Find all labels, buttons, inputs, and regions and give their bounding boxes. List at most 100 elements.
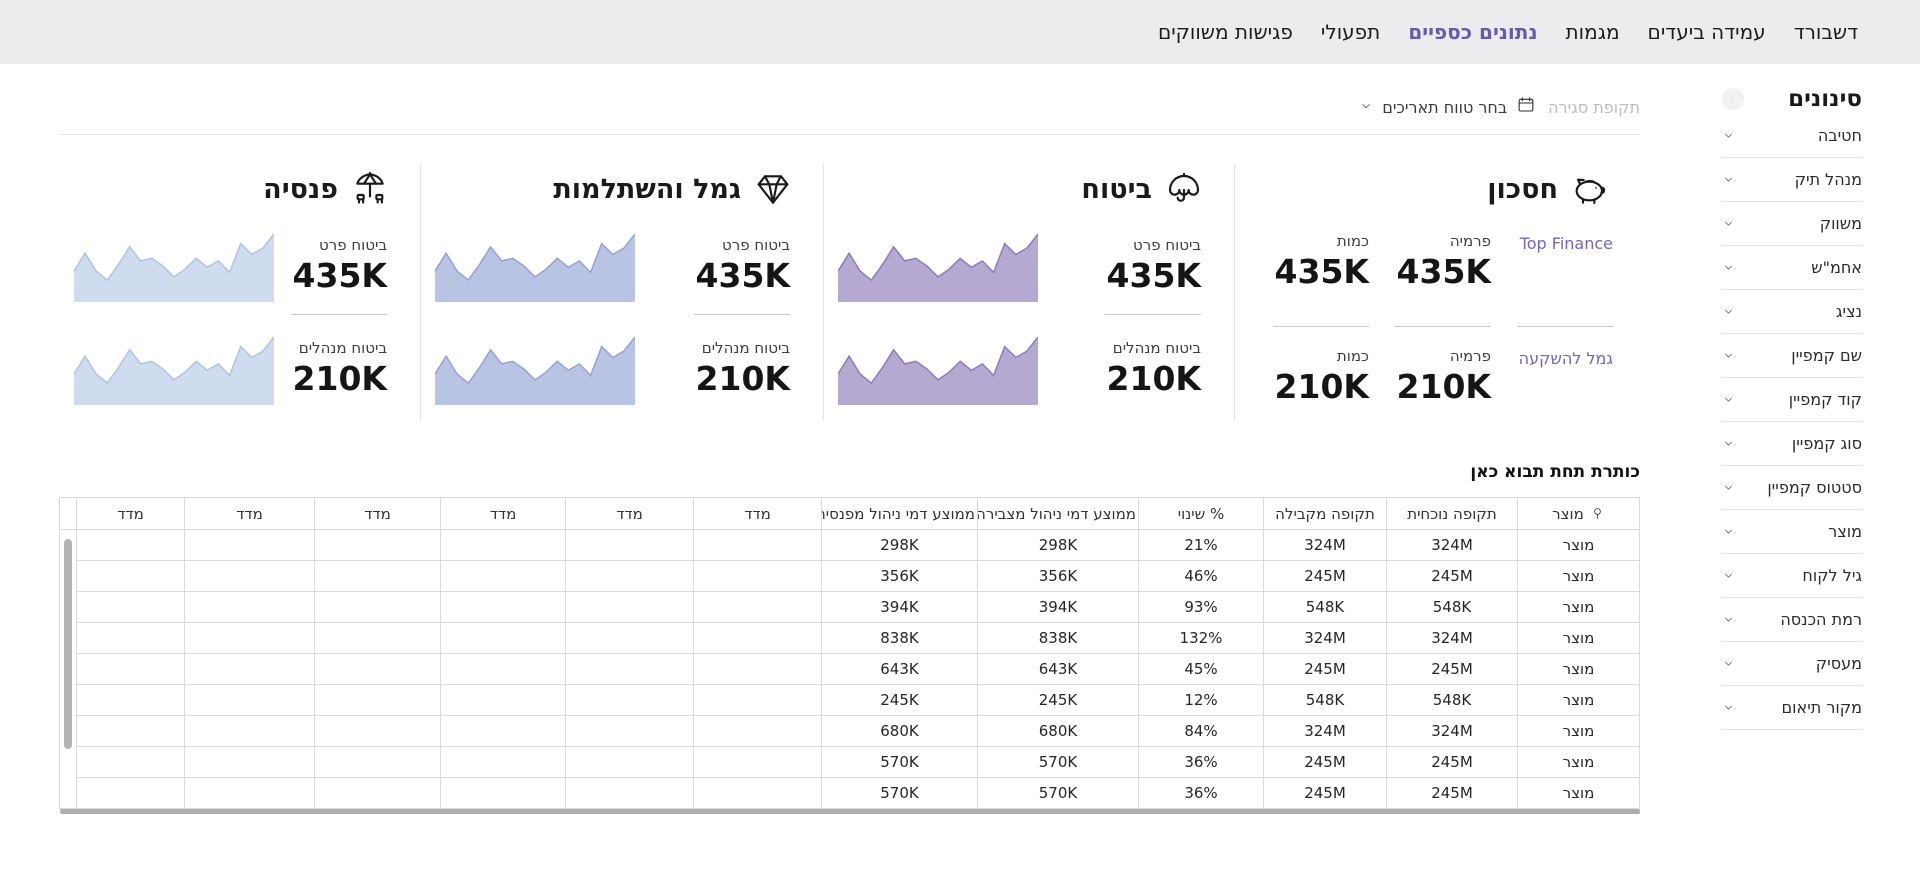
table-cell	[565, 746, 694, 778]
sidebar-item-label: רמת הכנסה	[1780, 610, 1862, 629]
sidebar-item-10[interactable]: גיל לקוח	[1722, 554, 1862, 598]
card-link[interactable]: גמל להשקעה	[1518, 349, 1613, 368]
table-cell	[565, 777, 694, 809]
stat-value: 210K	[1274, 367, 1369, 406]
sidebar-item-9[interactable]: מוצר	[1722, 510, 1862, 554]
nav-item-3[interactable]: נתונים כספיים	[1408, 20, 1538, 44]
column-header-label: מדד	[236, 504, 263, 523]
table-cell: 93%	[1138, 591, 1264, 623]
nav-item-1[interactable]: עמידה ביעדים	[1647, 20, 1766, 44]
chevron-left-icon	[1730, 96, 1735, 102]
chevron-down-icon	[1725, 221, 1732, 226]
sidebar-item-13[interactable]: מקור תיאום	[1722, 686, 1862, 730]
nav-item-2[interactable]: מגמות	[1565, 20, 1620, 44]
table-cell: 245K	[821, 684, 978, 716]
chevron-down-icon	[1725, 309, 1732, 314]
column-header-label: מדד	[364, 504, 391, 523]
sidebar-item-3[interactable]: אחמ"ש	[1722, 246, 1862, 290]
vertical-scrollbar[interactable]	[64, 539, 72, 749]
table-cell: 245M	[1386, 560, 1518, 592]
table-cell	[440, 746, 566, 778]
nav-item-0[interactable]: דשבורד	[1793, 20, 1858, 44]
table-cell	[314, 653, 441, 685]
table-cell: 298K	[821, 529, 978, 561]
column-header-label: תקופה נוכחית	[1407, 504, 1497, 523]
sidebar-item-11[interactable]: רמת הכנסה	[1722, 598, 1862, 642]
chevron-down-icon	[1725, 573, 1732, 578]
table-cell: 245M	[1263, 746, 1387, 778]
table-cell: 324M	[1386, 529, 1518, 561]
card-title: גמל והשתלמות	[553, 173, 741, 205]
chevron-down-icon	[1362, 103, 1370, 108]
sidebar-item-7[interactable]: סוג קמפיין	[1722, 422, 1862, 466]
card-title: פנסיה	[263, 173, 338, 205]
table-cell: 298K	[977, 529, 1139, 561]
table-cell	[314, 684, 441, 716]
nav-item-4[interactable]: תפעולי	[1320, 20, 1381, 44]
sidebar-item-5[interactable]: שם קמפיין	[1722, 334, 1862, 378]
card-header: גמל והשתלמות	[421, 164, 823, 212]
card-gemel: גמל והשתלמות ביטוח פרט 435K ביטוח מנהלים 210…	[420, 164, 823, 421]
table-cell: 394K	[977, 591, 1139, 623]
table-cell	[184, 684, 315, 716]
table-cell	[565, 560, 694, 592]
table-cell: 245M	[1263, 653, 1387, 685]
collapse-button[interactable]	[1722, 88, 1744, 110]
sidebar-item-label: גיל לקוח	[1802, 566, 1862, 585]
table-cell	[184, 746, 315, 778]
card-link[interactable]: Top Finance	[1519, 234, 1613, 253]
table-cell	[184, 622, 315, 654]
sidebar-item-label: מוצר	[1828, 522, 1862, 541]
sidebar-item-8[interactable]: סטטוס קמפיין	[1722, 466, 1862, 510]
pin-icon	[1594, 508, 1601, 520]
vertical-scrollbar-gutter	[59, 497, 77, 530]
table-cell	[440, 715, 566, 747]
stat-label: ביטוח מנהלים	[298, 339, 387, 358]
stat-label: ביטוח פרט	[1133, 236, 1201, 255]
column-header-11: מדד	[76, 497, 185, 530]
table-cell	[565, 622, 694, 654]
column-header-7: מדד	[565, 497, 694, 530]
table-cell	[314, 591, 441, 623]
table-cell	[565, 715, 694, 747]
sidebar-item-label: מנהל תיק	[1794, 170, 1862, 189]
table-row: מוצר 324M 324M 132% 838K 838K	[60, 622, 1640, 654]
sidebar-item-1[interactable]: מנהל תיק	[1722, 158, 1862, 202]
sidebar-item-4[interactable]: נציג	[1722, 290, 1862, 334]
column-header-6: מדד	[693, 497, 822, 530]
card-divider	[1105, 314, 1201, 315]
column-header-label: ממוצע דמי ניהול מצבירה	[977, 504, 1137, 523]
stat-label: ביטוח מנהלים	[1112, 339, 1201, 358]
sidebar-item-label: נציג	[1835, 302, 1862, 321]
card-insurance: ביטוח ביטוח פרט 435K ביטוח מנהלים 210K	[823, 164, 1234, 421]
table-title: כותרת תחת תבוא כאן	[1470, 462, 1640, 482]
table-cell: 838K	[821, 622, 978, 654]
main-content: תקופת סגירה בחר טווח תאריכים חסכון Top Fi…	[59, 80, 1640, 814]
table-cell	[184, 777, 315, 809]
table-cell: 46%	[1138, 560, 1264, 592]
table-cell: מוצר	[1517, 746, 1640, 778]
sidebar-item-0[interactable]: חטיבה	[1722, 114, 1862, 158]
stat-label: ביטוח פרט	[722, 236, 790, 255]
card-stat-row: Top Finance פרמיה 435K כמות 435K	[1235, 232, 1640, 308]
table-cell: 570K	[977, 777, 1139, 809]
table-cell	[184, 591, 315, 623]
sidebar-item-label: שם קמפיין	[1791, 346, 1862, 365]
nav-item-5[interactable]: פגישות משווקים	[1157, 20, 1293, 44]
table-cell	[565, 684, 694, 716]
chevron-down-icon	[1725, 529, 1732, 534]
filters-sidebar: סינונים חטיבה מנהל תיק משווק אחמ"ש נציג שם קמ…	[1722, 84, 1862, 730]
table-cell: 12%	[1138, 684, 1264, 716]
table-cell	[565, 529, 694, 561]
sidebar-items: חטיבה מנהל תיק משווק אחמ"ש נציג שם קמפיין קוד …	[1722, 114, 1862, 730]
horizontal-scrollbar[interactable]	[60, 809, 1640, 814]
sparkline-chart	[435, 233, 635, 302]
stat-label: פרמיה	[1449, 232, 1491, 250]
column-header-0[interactable]: מוצר	[1517, 497, 1640, 530]
sidebar-item-6[interactable]: קוד קמפיין	[1722, 378, 1862, 422]
chevron-down-icon	[1725, 705, 1732, 710]
sidebar-item-2[interactable]: משווק	[1722, 202, 1862, 246]
sidebar-item-12[interactable]: מעסיק	[1722, 642, 1862, 686]
date-range-picker[interactable]: בחר טווח תאריכים	[1359, 95, 1536, 119]
table-row: מוצר 245M 245M 45% 643K 643K	[60, 653, 1640, 685]
